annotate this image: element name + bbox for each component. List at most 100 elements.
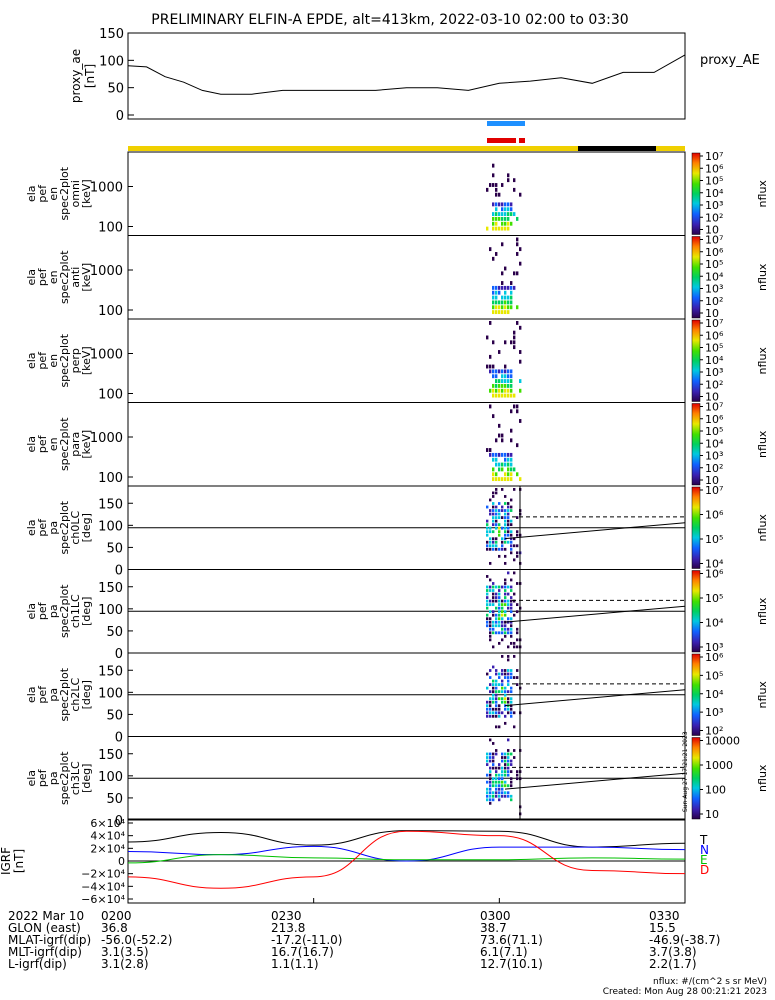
ae-ylabel-line: proxy_ae [69, 49, 83, 103]
spec-cell [516, 683, 519, 686]
spec-cell [507, 791, 510, 795]
spec-cell [516, 404, 519, 409]
spec-cell [492, 340, 495, 345]
spec-cell [489, 561, 492, 565]
spec-cell [507, 617, 510, 621]
colorbar-tick-label: 10 [705, 391, 719, 404]
spec-cell [495, 787, 498, 791]
spec-cell [501, 509, 504, 512]
spec-ylabel-line: [deg] [80, 597, 93, 626]
spec-ylabel-line: spec2plot [58, 250, 71, 304]
spec-cell [486, 794, 489, 798]
spec-ylabel-line: ela [25, 770, 38, 787]
spec-cell [489, 752, 492, 756]
colorbar [691, 319, 701, 402]
spec-cell [510, 624, 513, 628]
spec-cell [510, 641, 513, 645]
spec-cell [498, 592, 501, 596]
spec-cell [489, 631, 492, 635]
spec-ylabel: elapefpaspec2plotch0LC[deg] [25, 500, 93, 554]
spec-cell [489, 526, 492, 530]
spec-ylabel-line: pef [36, 685, 49, 704]
spec-cell [501, 794, 504, 798]
spec-cell [486, 519, 489, 523]
spec-ylabel-line: en [47, 437, 60, 451]
spec-cell [486, 448, 489, 452]
spec-cell [501, 281, 504, 285]
spec-cell [501, 438, 504, 443]
spec-cell [513, 330, 516, 335]
spec-cell [516, 409, 519, 414]
spec-cell [492, 547, 495, 551]
igrf-ytick-label: 4×10⁴ [90, 830, 125, 843]
spec-cell [501, 537, 504, 541]
spec-cell [495, 690, 498, 694]
spec-cell [513, 340, 516, 345]
spec-ylabel-line: pef [36, 184, 49, 203]
spec-cell [492, 537, 495, 541]
colorbar-tick-label: 10⁷ [705, 401, 723, 414]
spec-cell [510, 544, 513, 548]
spec-cell [486, 523, 489, 527]
spec-cell [495, 693, 498, 697]
spec-cell [492, 388, 495, 393]
spec-ylabel-line: pef [36, 768, 49, 787]
spec-cell [486, 599, 489, 603]
spec-cell [501, 452, 504, 457]
spec-cell [501, 617, 504, 621]
spec-ylabel: elapefenspec2plotperp[keV] [25, 333, 93, 387]
spec-cell [501, 433, 504, 438]
footer-row-label: L-igrf(dip) [8, 957, 67, 971]
spec-cell [519, 419, 522, 423]
spec-cell [504, 266, 507, 271]
spec-cell [498, 784, 501, 788]
spec-cell [501, 752, 504, 756]
spec-cell [498, 509, 501, 512]
spec-cell [495, 544, 498, 548]
spec-cell [504, 226, 507, 231]
spec-cell [501, 547, 504, 551]
sunlight-segment-2 [656, 146, 685, 151]
spec-cell [495, 519, 498, 523]
spec-cell [492, 472, 495, 477]
spec-cell [498, 369, 501, 374]
spec-cell [489, 530, 492, 534]
spec-cell [489, 787, 492, 791]
spec-cell [501, 686, 504, 690]
colorbar-label: nflux [756, 263, 769, 291]
spec-cell [510, 212, 513, 216]
spec-cell [510, 669, 513, 672]
spec-cell [489, 669, 492, 672]
spec-cell [501, 300, 504, 305]
spec-cell [486, 526, 489, 530]
spec-cell [495, 462, 498, 467]
colorbar-tick-label: 10⁴ [705, 558, 724, 571]
spec-cell [495, 369, 498, 374]
spec-cell [501, 787, 504, 791]
spec-ytick-label: 150 [98, 748, 123, 763]
spec-ylabel-line: ch1LC [69, 594, 82, 628]
spec-cell [507, 374, 510, 379]
spec-cell [504, 613, 507, 617]
spec-cell [498, 683, 501, 686]
footer-row-value: 0230 [271, 909, 302, 923]
spec-cell [501, 613, 504, 617]
spec-cell [489, 766, 492, 770]
spec-cell [498, 690, 501, 694]
igrf-series-line [127, 845, 686, 862]
spec-cell [510, 798, 513, 802]
spec-cell [489, 773, 492, 777]
spec-cell [501, 202, 504, 207]
spec-cell [510, 498, 513, 502]
spec-cell [495, 585, 498, 589]
spec-cell [486, 530, 489, 534]
spec-cell [492, 714, 495, 718]
spec-cell [489, 627, 492, 631]
plot-timestamp: Sun Aug 27 17:21:21 2023 [682, 731, 689, 812]
colorbar-tick-label: 10⁵ [705, 669, 723, 682]
spec-ylabel-line: ch0LC [69, 511, 82, 545]
spec-cell [492, 452, 495, 457]
spec-cell [492, 599, 495, 603]
spec-ylabel-line: ela [25, 185, 38, 202]
spec-cell [510, 676, 513, 679]
